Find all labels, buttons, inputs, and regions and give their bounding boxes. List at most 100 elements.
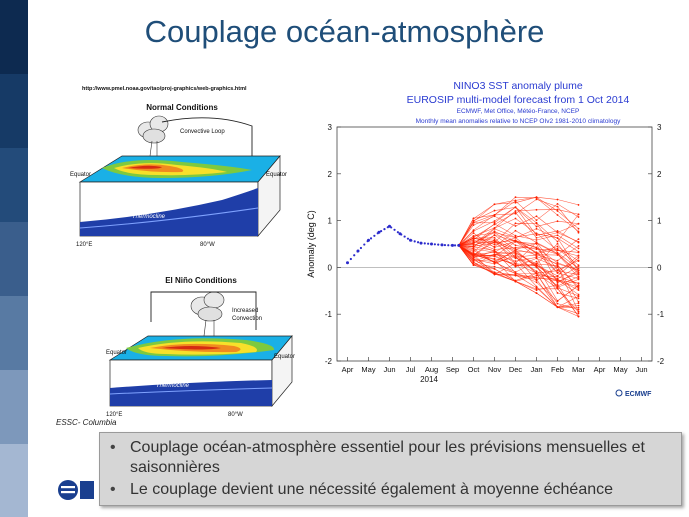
observed-dot [393, 228, 396, 231]
y-tick-label-right: 0 [657, 263, 662, 272]
observed-dot [410, 239, 413, 242]
plume-member-point [535, 232, 538, 235]
plume-member-point [556, 245, 559, 248]
plume-member-point [577, 238, 580, 241]
plume-member-point [556, 262, 559, 265]
plume-member-point [493, 234, 496, 236]
plume-member-point [472, 224, 475, 226]
plume-member-point [556, 280, 559, 283]
plume-member-point [535, 289, 538, 292]
plume-member-point [493, 203, 496, 206]
observed-dot [400, 233, 403, 236]
observed-dot [433, 243, 436, 246]
plume-member-point [493, 267, 496, 270]
band-seg [0, 74, 28, 148]
plume-member-point [556, 214, 559, 216]
observed-dot [440, 243, 443, 246]
convection-loop-arrow [150, 291, 257, 330]
plume-member-point [472, 264, 475, 266]
plume-member-point [556, 306, 559, 309]
band-seg [0, 148, 28, 222]
plume-member-point [577, 311, 580, 313]
plume-member-point [535, 198, 538, 201]
plume-member-point [556, 249, 559, 252]
plume-member-point [535, 236, 538, 239]
source-url: http://www.pmel.noaa.gov/tao/proj-graphi… [82, 86, 247, 92]
equator-label-right: Equator [266, 172, 287, 178]
y-tick-label-left: 3 [328, 123, 333, 132]
observed-dot [349, 257, 352, 261]
plume-member-point [514, 206, 517, 209]
image-credit: ESSC- Columbia [56, 418, 117, 427]
plume-member-point [514, 260, 517, 263]
plume-member-point [535, 248, 538, 251]
plume-member-point [577, 273, 580, 276]
loop-label-line2: Convection [232, 316, 262, 322]
plume-member-point [493, 214, 496, 216]
plume-member-point [472, 252, 475, 254]
y-axis-label: Anomaly (deg C) [306, 210, 316, 278]
plume-member-point [493, 209, 496, 212]
plume-member-point [493, 240, 496, 243]
plume-member-point [556, 198, 559, 201]
observed-dot [396, 231, 399, 234]
y-tick-label-right: 3 [657, 123, 662, 132]
lon-label-left: 120°E [76, 242, 92, 248]
observed-dot [376, 232, 379, 235]
plume-member-point [556, 277, 559, 280]
thermocline-label: Thermocline [156, 383, 190, 389]
observed-dot [390, 226, 393, 229]
plume-member-point [577, 282, 580, 285]
band-seg [0, 370, 28, 444]
plume-member-point [556, 283, 559, 286]
plume-member-point [556, 240, 559, 243]
equator-label-right: Equator [274, 354, 295, 360]
y-tick-label-right: 2 [657, 170, 662, 179]
plume-member-point [577, 256, 580, 259]
plume-member-point [514, 255, 517, 258]
plume-member-point [556, 234, 559, 237]
observed-dot [403, 235, 406, 238]
plume-member-point [493, 227, 496, 230]
band-seg [0, 296, 28, 370]
plume-member-point [535, 286, 538, 289]
plume-member-point [556, 300, 559, 303]
plume-member-point [514, 272, 517, 275]
plume-member-line [458, 206, 579, 246]
x-tick-label: Jul [406, 365, 416, 374]
plume-member-point [493, 254, 496, 257]
plume-member-point [535, 257, 538, 260]
normal-conditions-diagram: Normal Conditions Convective Loop Thermo… [70, 103, 287, 248]
plume-member-point [577, 297, 580, 300]
ecmwf-corner-logo [58, 480, 94, 500]
plume-member-point [556, 302, 559, 305]
plume-member-point [556, 282, 559, 284]
plume-member-point [577, 278, 580, 281]
plume-member-point [577, 295, 580, 298]
plume-member-point [493, 257, 496, 260]
plume-member-point [556, 237, 559, 239]
observed-dot [447, 244, 450, 247]
plume-member-point [514, 211, 517, 214]
plume-member-point [514, 248, 517, 251]
x-tick-label: Oct [468, 365, 481, 374]
convective-loop-arrow [161, 117, 253, 168]
plume-member-point [514, 251, 517, 254]
plume-member-point [472, 229, 475, 232]
y-tick-label-right: -1 [657, 310, 665, 319]
x-tick-label: Apr [342, 365, 354, 374]
plume-member-point [535, 227, 538, 230]
plume-member-point [556, 287, 559, 290]
plume-member-point [472, 250, 475, 253]
plume-member-point [493, 272, 496, 275]
plume-member-point [472, 255, 475, 257]
plume-member-point [535, 208, 538, 211]
plume-member-point [472, 238, 475, 241]
plume-member-point [535, 246, 538, 249]
plume-member-point [556, 272, 559, 274]
plume-member-point [556, 205, 559, 208]
lon-label-right: 80°W [228, 412, 243, 418]
ecmwf-logo: ECMWF [615, 389, 652, 398]
plume-member-point [556, 266, 559, 269]
plume-member-point [493, 231, 496, 234]
